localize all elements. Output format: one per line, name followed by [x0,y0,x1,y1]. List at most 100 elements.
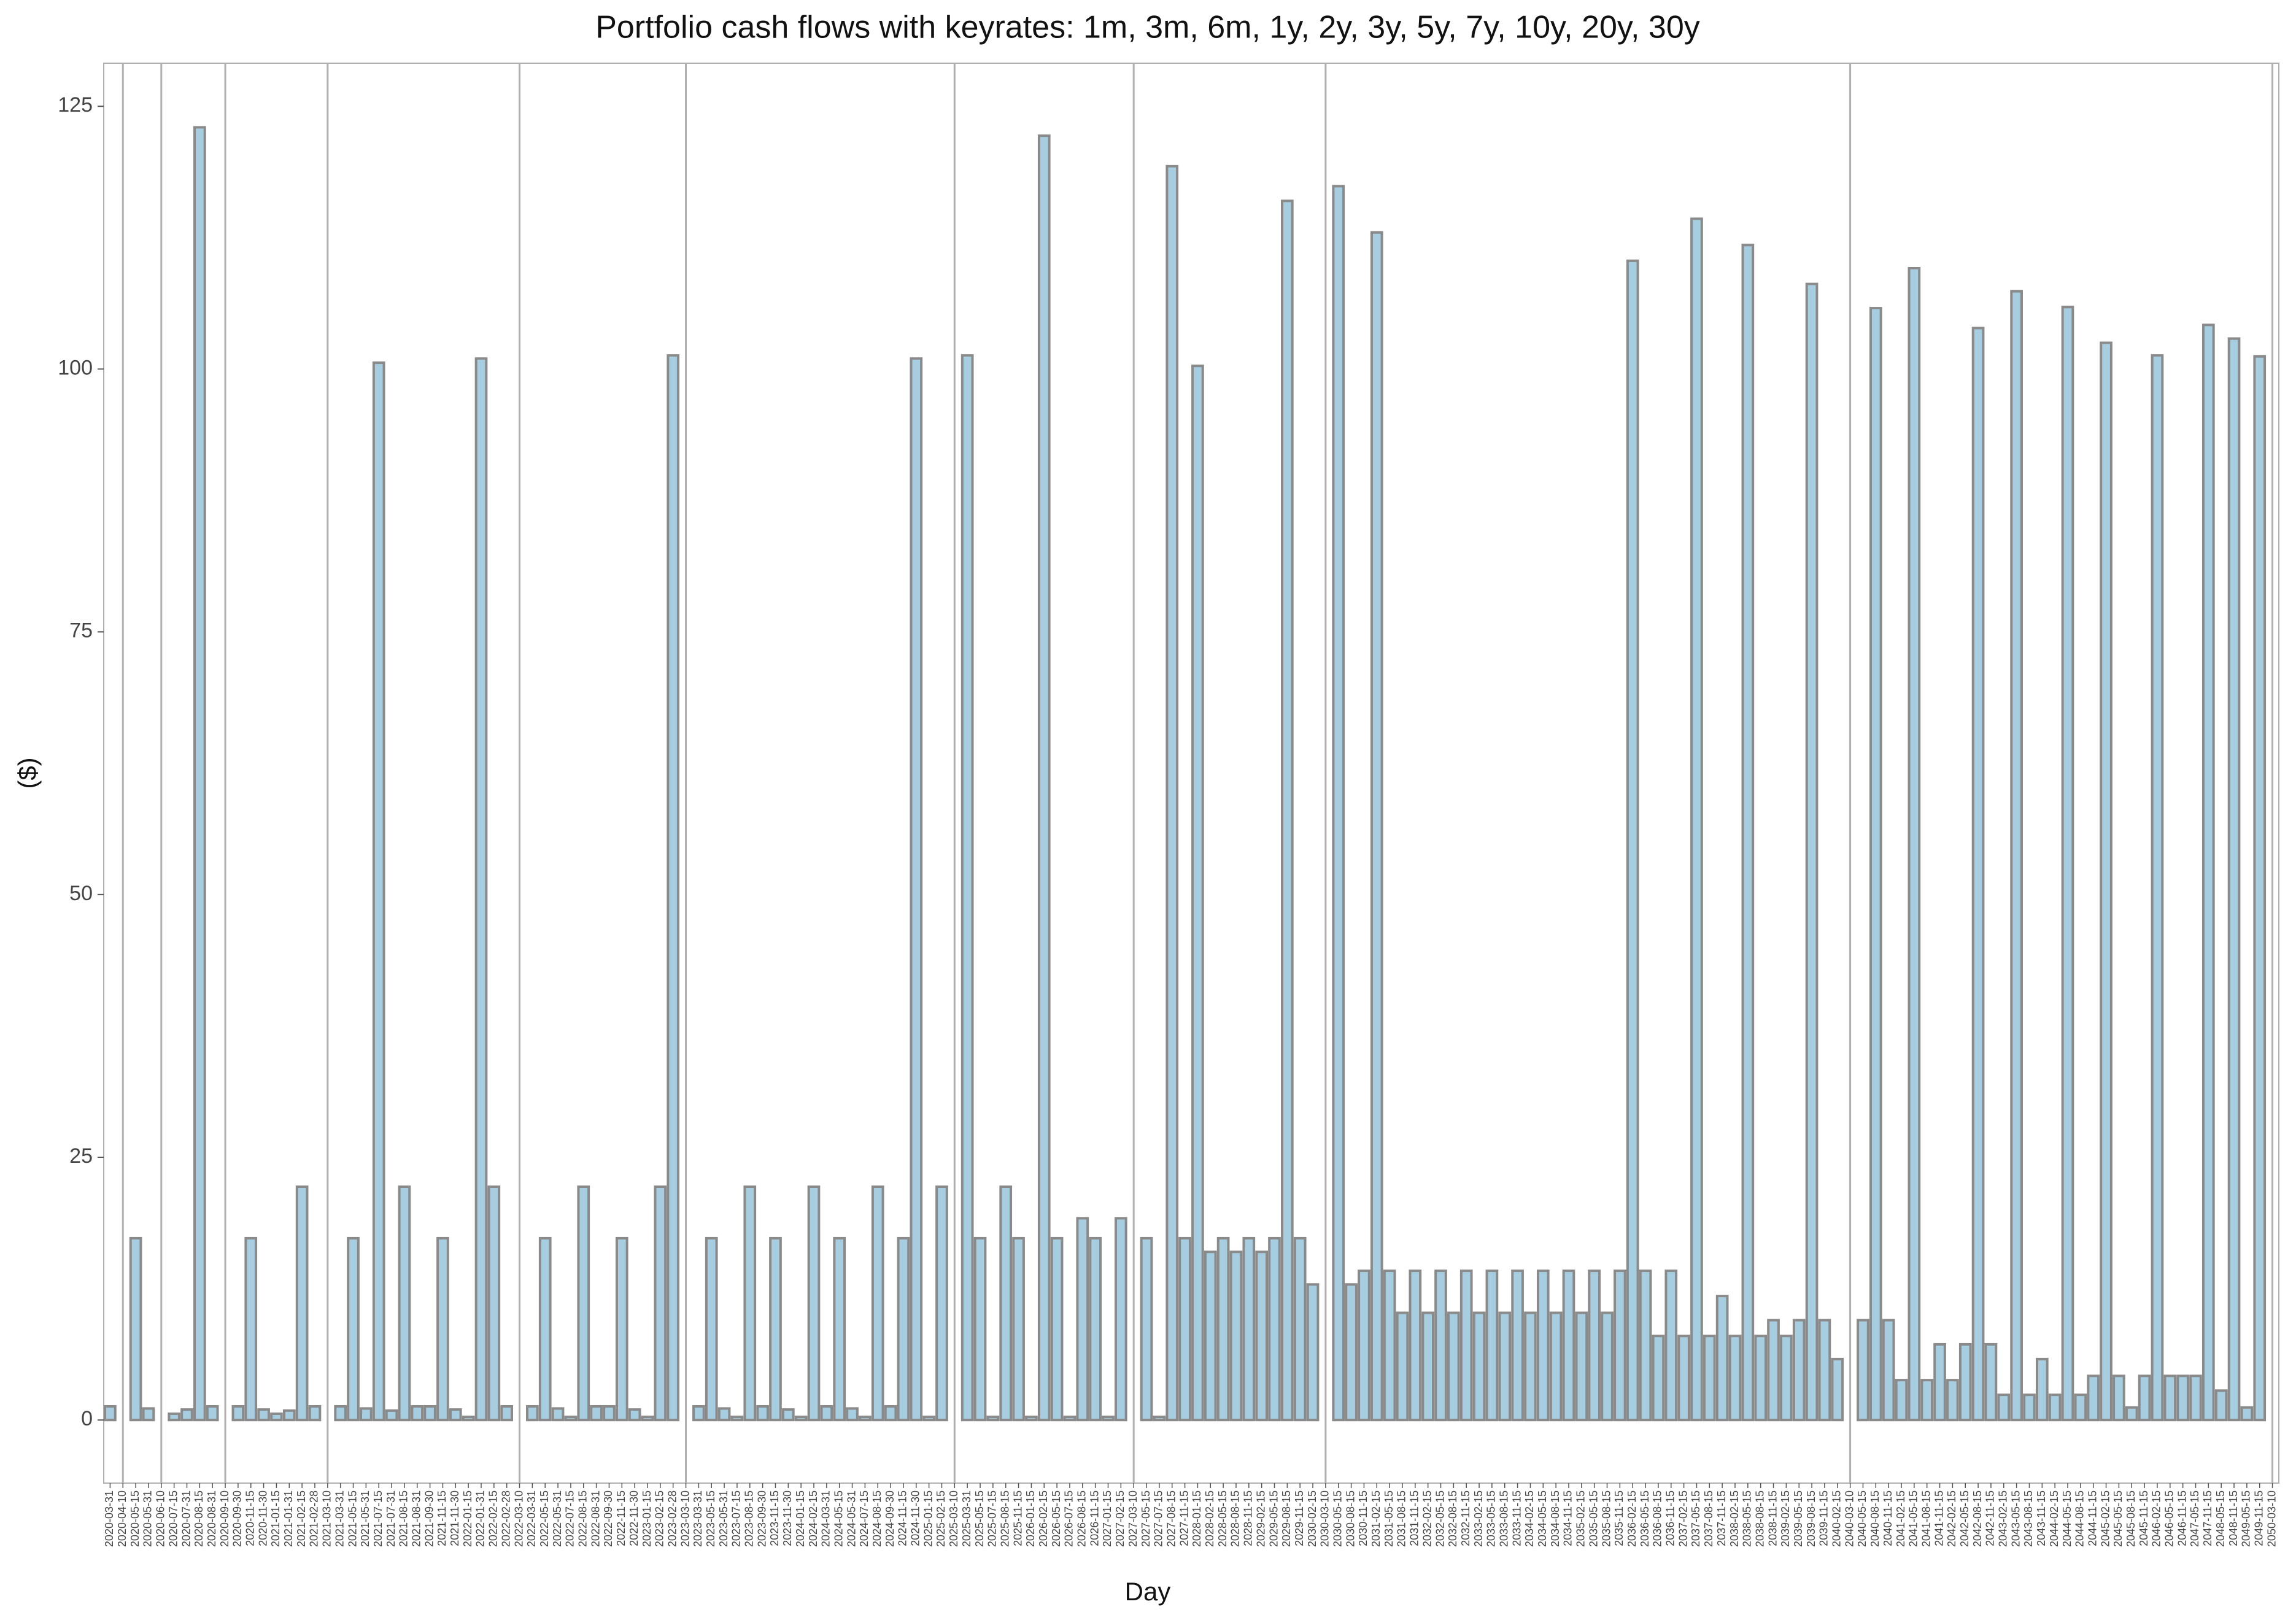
x-tick-label: 2043-11-15 [2035,1490,2047,1546]
x-tick-label: 2024-03-31 [820,1490,832,1547]
bar [1229,1251,1243,1422]
bar [1984,1343,1998,1422]
bar [833,1236,846,1422]
bar [257,1408,270,1422]
x-tick-label: 2034-02-15 [1523,1490,1536,1547]
bar [2125,1406,2138,1422]
x-tick-label: 2035-08-15 [1600,1490,1612,1547]
bar [1895,1379,1908,1422]
bar [1946,1379,1959,1422]
x-tick-label: 2025-01-15 [922,1490,934,1547]
bar [603,1405,616,1422]
x-tick-label: 2024-05-31 [845,1490,857,1547]
x-tick-label: 2040-02-15 [1831,1490,1843,1547]
bar [1268,1236,1281,1422]
bar [360,1407,373,1422]
x-tick-label: 2040-08-15 [1869,1490,1881,1547]
x-tick-label: 2027-01-15 [1101,1490,1113,1547]
x-tick-label: 2021-09-30 [423,1490,435,1547]
bar [423,1405,436,1422]
bar [449,1408,462,1422]
bar [1562,1270,1575,1422]
x-tick-label: 2040-05-15 [1856,1490,1868,1547]
bar [2048,1394,2062,1422]
bar [436,1236,449,1422]
bar [2023,1394,2036,1422]
x-tick-label: 2040-03-10 [1843,1490,1855,1547]
x-tick-label: 2038-02-15 [1728,1490,1741,1547]
x-tick-label: 2028-01-15 [1191,1490,1203,1547]
x-tick-label: 2045-05-15 [2112,1490,2124,1547]
x-tick-label: 2044-08-15 [2074,1490,2086,1547]
x-tick-label: 2038-05-15 [1741,1490,1753,1547]
bar [961,354,974,1422]
x-tick-label: 2033-08-15 [1498,1490,1510,1547]
bar [2074,1394,2087,1422]
bar [538,1236,552,1422]
bar [1524,1311,1537,1422]
x-tick-label: 2027-02-15 [1114,1490,1126,1547]
bar [2100,341,2112,1422]
x-tick-label: 2031-02-15 [1370,1490,1382,1547]
bar [2010,290,2023,1422]
x-tick-label: 2028-02-15 [1204,1490,1216,1547]
x-tick-label: 2041-02-15 [1895,1490,1907,1547]
x-tick-label: 2045-08-15 [2125,1490,2137,1547]
bar [334,1405,347,1422]
bar [1191,364,1204,1422]
x-tick-label: 2020-04-10 [116,1490,128,1547]
x-tick-label: 2025-02-15 [935,1490,947,1547]
x-tick-label: 2046-05-15 [2163,1490,2176,1547]
bar [1153,1416,1166,1422]
x-tick-label: 2021-11-30 [449,1490,461,1546]
bar [820,1405,833,1422]
bar [308,1405,322,1422]
x-tick-label: 2021-07-31 [385,1490,397,1547]
x-tick-label: 2046-02-15 [2151,1490,2163,1547]
bar [910,357,923,1422]
bar [807,1185,821,1422]
bar [628,1408,641,1422]
bar [1434,1270,1447,1422]
x-tick-label: 2024-02-15 [807,1490,819,1547]
bar [846,1407,859,1422]
bar [641,1416,654,1422]
bar [1255,1251,1268,1422]
bar [999,1185,1013,1422]
x-tick-label: 2022-09-30 [602,1490,614,1547]
bar [1459,1270,1473,1422]
x-tick-label: 2033-02-15 [1472,1490,1485,1547]
x-tick-label: 2022-03-10 [512,1490,525,1547]
bar [1831,1357,1844,1422]
x-tick-label: 2028-11-15 [1242,1490,1254,1546]
bar [1933,1343,1946,1422]
x-tick-label: 2030-08-15 [1344,1490,1356,1547]
x-tick-label: 2032-11-15 [1459,1490,1472,1546]
bar [1345,1283,1358,1422]
bar [1216,1236,1230,1422]
x-tick-label: 2023-08-15 [743,1490,756,1547]
bar [1293,1236,1307,1422]
bar [730,1416,744,1422]
x-tick-label: 2047-11-15 [2201,1490,2214,1546]
x-tick-label: 2022-11-30 [628,1490,640,1546]
x-tick-label: 2026-11-15 [1088,1490,1100,1546]
bar [1703,1335,1716,1422]
bar [372,361,385,1422]
bar [347,1236,360,1422]
bar [859,1416,872,1422]
x-tick-label: 2038-11-15 [1766,1490,1779,1546]
bar [1971,326,1985,1422]
x-tick-label: 2036-05-15 [1639,1490,1651,1547]
x-tick-label: 2020-08-31 [206,1490,218,1547]
x-tick-label: 2029-02-15 [1254,1490,1267,1547]
x-tick-label: 2027-05-15 [1140,1490,1152,1547]
x-tick-label: 2024-05-15 [832,1490,845,1547]
y-tick-label: 50 [69,882,93,905]
bar [769,1236,782,1422]
bar [1805,282,1819,1422]
bar [705,1236,718,1422]
bar [474,357,488,1422]
x-tick-label: 2023-11-30 [781,1490,794,1546]
bar [615,1236,628,1422]
